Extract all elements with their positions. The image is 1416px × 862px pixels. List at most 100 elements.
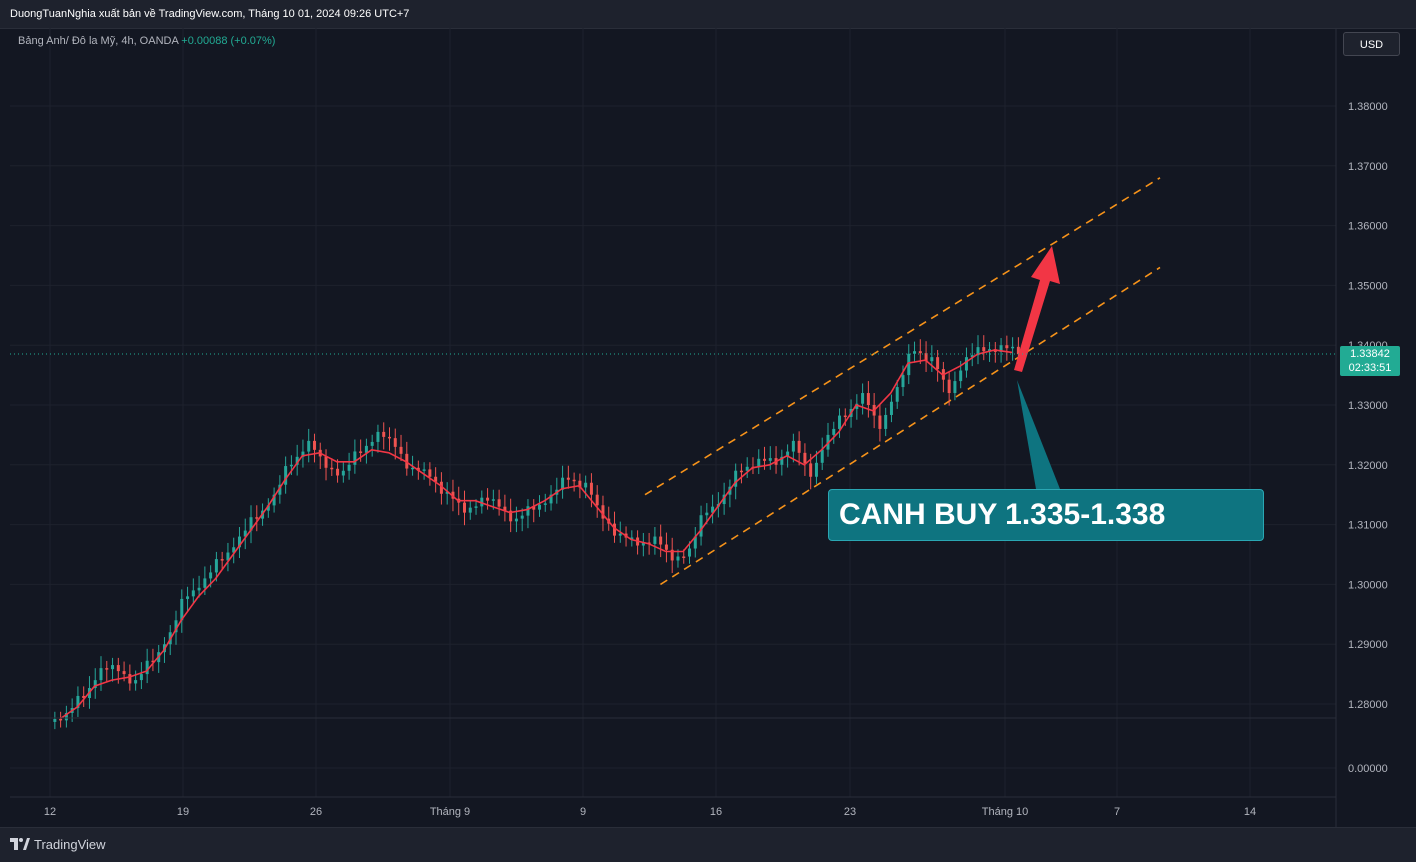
candle-body [630, 537, 634, 539]
candle-body [105, 668, 109, 670]
candle-body [330, 467, 334, 470]
candle-body [861, 393, 865, 404]
candle-body [237, 536, 241, 548]
candle-body [180, 598, 184, 621]
candle-body [174, 620, 178, 633]
candle-body [578, 480, 582, 488]
candle-body [295, 456, 299, 465]
candle-body [584, 482, 588, 488]
price-tick-label: 1.37000 [1348, 161, 1388, 173]
candle-body [988, 349, 992, 352]
candle-body [353, 451, 357, 465]
publisher-info: DuongTuanNghia xuất bản về TradingView.c… [10, 8, 410, 20]
candle-body [809, 463, 813, 477]
candle-body [970, 355, 974, 358]
candle-body [503, 506, 507, 511]
candle-body [543, 503, 547, 505]
candle-body [139, 674, 143, 681]
candle-body [601, 505, 605, 519]
candle-body [595, 494, 599, 506]
annotation-callout[interactable]: CANH BUY 1.335-1.338 [828, 489, 1264, 541]
candle-body [480, 497, 484, 507]
price-tick-label: 1.36000 [1348, 221, 1388, 233]
candle-body [145, 660, 149, 675]
candle-body [128, 674, 132, 684]
candle-body [214, 559, 218, 573]
candle-body [209, 572, 213, 579]
candle-body [982, 347, 986, 352]
footer [0, 827, 1416, 862]
candle-body [468, 507, 472, 513]
tradingview-logo[interactable]: TradingView [10, 836, 106, 852]
bar-countdown: 02:33:51 [1348, 362, 1392, 374]
candle-body [186, 596, 190, 599]
candle-body [913, 351, 917, 354]
candle-body [520, 515, 524, 519]
candle-body [763, 458, 767, 461]
candle-body [509, 510, 513, 522]
candle-body [249, 517, 253, 531]
candle-body [399, 446, 403, 454]
candle-body [930, 357, 934, 362]
price-change: +0.00088 (+0.07%) [181, 35, 276, 47]
arrows [1014, 246, 1060, 489]
candle-body [99, 668, 103, 681]
symbol-legend: Bảng Anh/ Đô la Mỹ, 4h, OANDA +0.00088 (… [18, 35, 275, 47]
moving-average-line [59, 349, 1013, 720]
candle-body [151, 660, 155, 663]
time-tick-label: 12 [44, 806, 56, 818]
price-tick-label: 1.33000 [1348, 400, 1388, 412]
candle-body [676, 556, 680, 561]
candle-body [618, 533, 622, 536]
candle-body [705, 512, 709, 516]
candle-body [653, 536, 657, 544]
candle-body [462, 502, 466, 513]
candle-body [688, 548, 692, 557]
candle-body [561, 477, 565, 490]
price-tick-label: 1.30000 [1348, 579, 1388, 591]
candle-body [1005, 345, 1009, 349]
time-tick-label: 26 [310, 806, 322, 818]
candle-body [364, 445, 368, 453]
candle-body [964, 357, 968, 371]
channel-lower-line [660, 266, 1161, 586]
candle-body [878, 415, 882, 429]
candle-body [814, 462, 818, 477]
candle-body [53, 718, 57, 722]
candle-body [641, 542, 645, 546]
candle-body [111, 665, 115, 670]
candle-body [532, 506, 536, 510]
candle-body [832, 428, 836, 435]
currency-button[interactable]: USD [1343, 32, 1400, 56]
candle-body [797, 440, 801, 453]
candle-body [682, 556, 686, 558]
candle-body [820, 449, 824, 463]
candle-body [918, 351, 922, 354]
candle-body [947, 379, 951, 394]
candle-body [341, 470, 345, 476]
candle-body [445, 491, 449, 494]
channel-upper-line [644, 177, 1161, 496]
grid [10, 28, 1336, 797]
candle-body [670, 549, 674, 561]
candle-body [232, 547, 236, 553]
top-bar: DuongTuanNghia xuất bản về TradingView.c… [0, 0, 1416, 29]
callout-pointer [1017, 380, 1060, 489]
candle-body [116, 665, 120, 672]
candle-body [203, 578, 207, 588]
price-tick-label: 1.35000 [1348, 280, 1388, 292]
candle-body [359, 451, 363, 453]
candle-body [82, 695, 86, 699]
price-tick-label: 0.00000 [1348, 763, 1388, 775]
candle-body [191, 590, 195, 597]
price-tick-label: 1.31000 [1348, 520, 1388, 532]
candle-body [699, 515, 703, 537]
price-tick-label: 1.32000 [1348, 460, 1388, 472]
candle-body [376, 431, 380, 442]
candle-body [566, 477, 570, 480]
candle-body [976, 347, 980, 356]
candle-body [936, 357, 940, 370]
price-scale: 1.380001.370001.360001.350001.340001.330… [1348, 101, 1388, 775]
candle-body [959, 370, 963, 382]
